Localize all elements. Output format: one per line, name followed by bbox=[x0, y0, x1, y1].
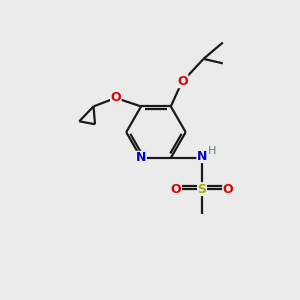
Text: O: O bbox=[110, 91, 121, 104]
Text: H: H bbox=[208, 146, 216, 156]
Text: O: O bbox=[171, 183, 182, 196]
Text: O: O bbox=[177, 75, 188, 88]
Text: S: S bbox=[197, 183, 206, 196]
Text: O: O bbox=[223, 183, 233, 196]
Text: N: N bbox=[197, 150, 207, 163]
Text: N: N bbox=[136, 152, 146, 164]
